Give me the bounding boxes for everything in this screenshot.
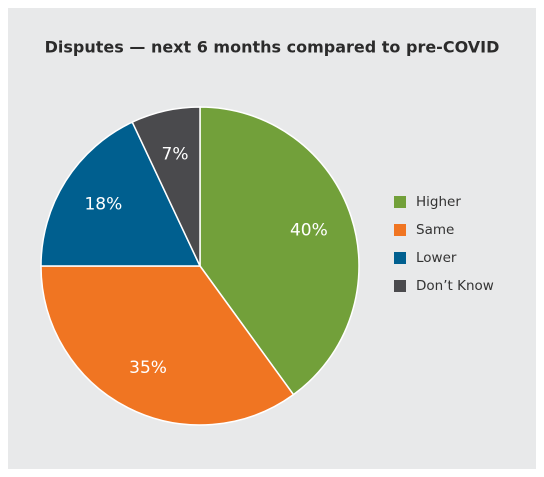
- slice-label: 18%: [84, 195, 122, 215]
- legend-swatch: [394, 196, 406, 208]
- pie-slice: [40, 265, 295, 426]
- legend-label: Higher: [416, 194, 461, 210]
- slice-label: 40%: [290, 221, 328, 241]
- legend-label: Lower: [416, 250, 457, 266]
- legend-swatch: [394, 224, 406, 236]
- legend-swatch: [394, 252, 406, 264]
- legend-label: Don’t Know: [416, 278, 494, 294]
- chart-title: Disputes — next 6 months compared to pre…: [45, 38, 500, 57]
- pie-slice: [40, 121, 202, 267]
- pie-slice: [199, 106, 360, 396]
- slice-label: 35%: [129, 358, 167, 378]
- legend-label: Same: [416, 222, 454, 238]
- pie-slice: [131, 106, 201, 267]
- legend-swatch: [394, 280, 406, 292]
- slice-label: 7%: [162, 144, 189, 164]
